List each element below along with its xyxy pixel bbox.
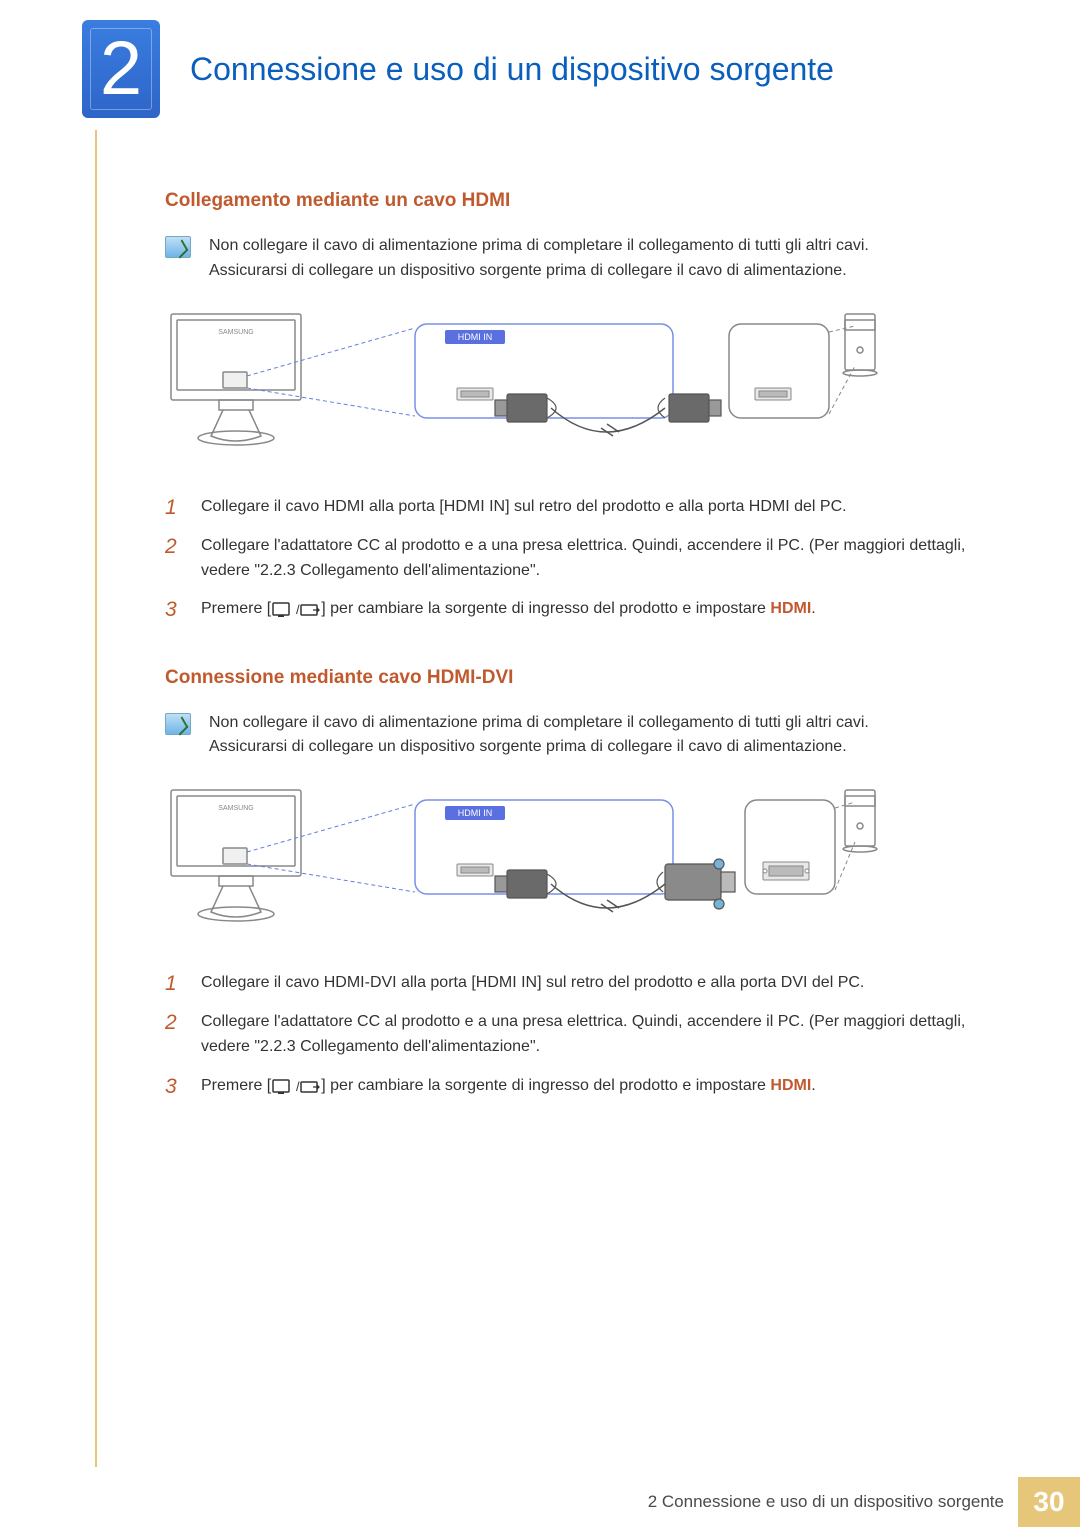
step: 2 Collegare l'adattatore CC al prodotto …	[165, 1010, 975, 1060]
note-line1: Non collegare il cavo di alimentazione p…	[209, 237, 869, 254]
note-line1: Non collegare il cavo di alimentazione p…	[209, 714, 869, 731]
step-text: Premere [ / ] per cambiare la sorgente di …	[201, 597, 816, 622]
section2-note: Non collegare il cavo di alimentazione p…	[165, 711, 975, 761]
step-number: 3	[165, 597, 183, 622]
step-number: 1	[165, 971, 183, 996]
section2: Connessione mediante cavo HDMI-DVI Non c…	[165, 667, 975, 1100]
step-end: .	[811, 600, 815, 617]
step: 1 Collegare il cavo HDMI-DVI alla porta …	[165, 971, 975, 996]
note-icon	[165, 713, 191, 735]
step-number: 1	[165, 495, 183, 520]
step: 3 Premere [ / ] per cambiare la sorgente d…	[165, 597, 975, 622]
source-button-icon: /	[271, 1077, 321, 1095]
footer-page-number: 30	[1018, 1477, 1080, 1527]
step-number: 2	[165, 1010, 183, 1035]
step-end: .	[811, 1077, 815, 1094]
svg-text:/: /	[296, 1079, 300, 1094]
footer-label: 2 Connessione e uso di un dispositivo so…	[648, 1477, 1018, 1527]
section1-steps: 1 Collegare il cavo HDMI alla porta [HDM…	[165, 495, 975, 623]
step-highlight: HDMI	[770, 600, 811, 617]
step: 2 Collegare l'adattatore CC al prodotto …	[165, 534, 975, 584]
note-line2: Assicurarsi di collegare un dispositivo …	[209, 262, 847, 279]
side-rule	[95, 130, 97, 1467]
step: 1 Collegare il cavo HDMI alla porta [HDM…	[165, 495, 975, 520]
step-text: Collegare il cavo HDMI-DVI alla porta [H…	[201, 971, 864, 996]
step-text: Collegare il cavo HDMI alla porta [HDMI …	[201, 495, 847, 520]
note-text: Non collegare il cavo di alimentazione p…	[209, 234, 869, 284]
svg-text:SAMSUNG: SAMSUNG	[218, 329, 253, 336]
svg-text:SAMSUNG: SAMSUNG	[218, 805, 253, 812]
note-text: Non collegare il cavo di alimentazione p…	[209, 711, 869, 761]
section1-note: Non collegare il cavo di alimentazione p…	[165, 234, 975, 284]
step-suffix: ] per cambiare la sorgente di ingresso d…	[321, 1077, 770, 1094]
step-text: Collegare l'adattatore CC al prodotto e …	[201, 534, 975, 584]
step-prefix: Premere [	[201, 1077, 271, 1094]
section2-title: Connessione mediante cavo HDMI-DVI	[165, 667, 975, 689]
port-label: HDMI IN	[458, 332, 493, 342]
step-text: Premere [ / ] per cambiare la sorgente di …	[201, 1074, 816, 1099]
step-highlight: HDMI	[770, 1077, 811, 1094]
source-button-icon: /	[271, 600, 321, 618]
page-content: Collegamento mediante un cavo HDMI Non c…	[165, 190, 975, 1113]
svg-text:/: /	[296, 602, 300, 617]
section1-title: Collegamento mediante un cavo HDMI	[165, 190, 975, 212]
section2-diagram: SAMSUNG HDMI IN	[165, 782, 879, 942]
chapter-title: Connessione e uso di un dispositivo sorg…	[190, 51, 834, 88]
step-number: 3	[165, 1074, 183, 1099]
chapter-header: 2 Connessione e uso di un dispositivo so…	[82, 20, 834, 118]
step-prefix: Premere [	[201, 600, 271, 617]
page-footer: 2 Connessione e uso di un dispositivo so…	[0, 1477, 1080, 1527]
section2-steps: 1 Collegare il cavo HDMI-DVI alla porta …	[165, 971, 975, 1099]
section1-diagram: SAMSUNG HDMI IN	[165, 306, 879, 466]
port-label: HDMI IN	[458, 808, 493, 818]
step-text: Collegare l'adattatore CC al prodotto e …	[201, 1010, 975, 1060]
step: 3 Premere [ / ] per cambiare la sorgente d…	[165, 1074, 975, 1099]
step-suffix: ] per cambiare la sorgente di ingresso d…	[321, 600, 770, 617]
chapter-number: 2	[100, 31, 142, 107]
step-number: 2	[165, 534, 183, 559]
chapter-badge: 2	[82, 20, 160, 118]
note-line2: Assicurarsi di collegare un dispositivo …	[209, 738, 847, 755]
note-icon	[165, 236, 191, 258]
